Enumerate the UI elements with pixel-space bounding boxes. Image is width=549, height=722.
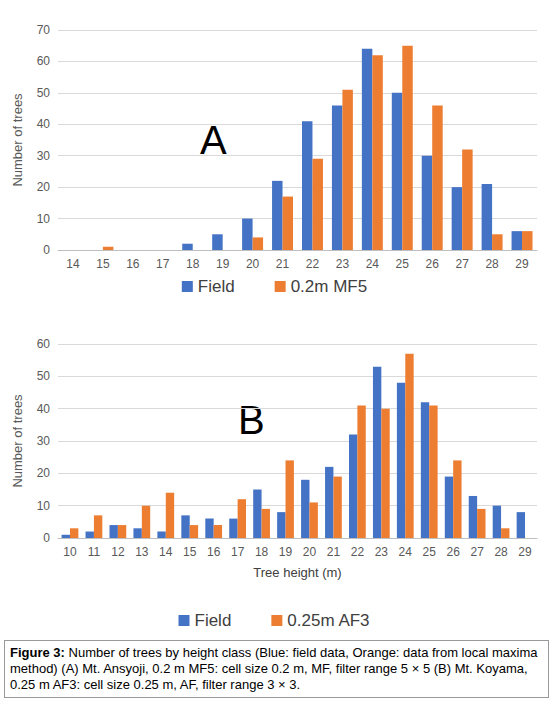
svg-text:Number of trees: Number of trees <box>10 394 25 488</box>
svg-text:20: 20 <box>37 466 51 480</box>
svg-text:29: 29 <box>515 257 529 271</box>
svg-text:15: 15 <box>96 257 110 271</box>
svg-text:0.25m AF3: 0.25m AF3 <box>287 611 369 630</box>
svg-text:16: 16 <box>126 257 140 271</box>
svg-text:14: 14 <box>159 545 173 559</box>
svg-text:26: 26 <box>426 257 440 271</box>
svg-text:17: 17 <box>231 545 245 559</box>
svg-text:25: 25 <box>396 257 410 271</box>
svg-text:14: 14 <box>66 257 80 271</box>
svg-text:17: 17 <box>156 257 170 271</box>
svg-text:60: 60 <box>37 337 51 351</box>
svg-text:28: 28 <box>494 545 508 559</box>
svg-text:40: 40 <box>37 117 51 131</box>
svg-text:Tree height (m): Tree height (m) <box>253 565 341 580</box>
svg-text:19: 19 <box>279 545 293 559</box>
svg-text:28: 28 <box>485 257 499 271</box>
svg-text:Field: Field <box>195 611 232 630</box>
svg-text:27: 27 <box>455 257 469 271</box>
svg-text:20: 20 <box>37 180 51 194</box>
svg-text:Number of trees: Number of trees <box>10 93 25 187</box>
svg-text:23: 23 <box>336 257 350 271</box>
svg-text:30: 30 <box>37 434 51 448</box>
svg-text:15: 15 <box>183 545 197 559</box>
svg-text:30: 30 <box>37 149 51 163</box>
svg-text:12: 12 <box>111 545 125 559</box>
svg-text:18: 18 <box>255 545 269 559</box>
svg-text:20: 20 <box>246 257 260 271</box>
svg-text:23: 23 <box>375 545 389 559</box>
svg-text:16: 16 <box>207 545 221 559</box>
svg-text:10: 10 <box>37 499 51 513</box>
svg-text:70: 70 <box>37 23 51 37</box>
svg-text:11: 11 <box>88 545 101 559</box>
svg-text:27: 27 <box>470 545 484 559</box>
svg-text:0: 0 <box>43 531 50 545</box>
svg-text:50: 50 <box>37 86 51 100</box>
html-text:Figure 3: Number of trees by h: Figure 3: Number of trees by height clas… <box>10 645 538 692</box>
svg-text:21: 21 <box>276 257 290 271</box>
svg-text:18: 18 <box>186 257 200 271</box>
svg-text:24: 24 <box>399 545 413 559</box>
svg-text:22: 22 <box>351 545 365 559</box>
svg-text:B: B <box>238 398 265 442</box>
svg-text:19: 19 <box>216 257 230 271</box>
svg-text:13: 13 <box>135 545 149 559</box>
svg-text:25: 25 <box>423 545 437 559</box>
svg-text:50: 50 <box>37 369 51 383</box>
svg-text:Field: Field <box>198 277 235 296</box>
svg-text:0.2m MF5: 0.2m MF5 <box>291 277 368 296</box>
svg-text:10: 10 <box>37 212 51 226</box>
svg-text:10: 10 <box>63 545 77 559</box>
svg-text:0: 0 <box>43 243 50 257</box>
svg-text:22: 22 <box>306 257 320 271</box>
svg-text:20: 20 <box>303 545 317 559</box>
svg-text:24: 24 <box>366 257 380 271</box>
svg-text:60: 60 <box>37 54 51 68</box>
svg-text:26: 26 <box>446 545 460 559</box>
svg-text:21: 21 <box>327 545 341 559</box>
svg-text:29: 29 <box>518 545 532 559</box>
svg-text:40: 40 <box>37 402 51 416</box>
